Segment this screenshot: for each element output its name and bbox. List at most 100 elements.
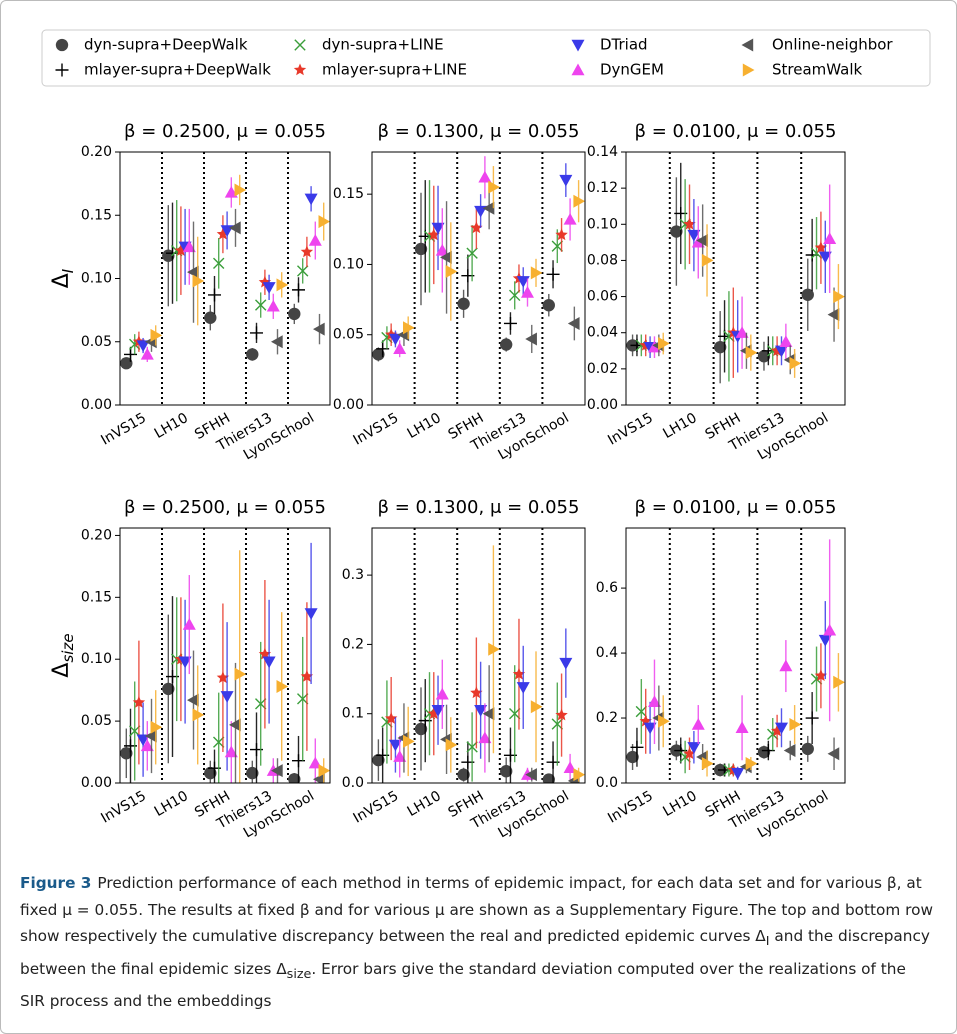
- y-tick-label: 0.00: [81, 775, 112, 791]
- marker: [551, 718, 564, 730]
- marker: [132, 696, 146, 708]
- y-tick-label: 0.05: [333, 327, 364, 343]
- axes-frame: [625, 151, 846, 406]
- marker: [555, 228, 568, 241]
- marker: [774, 722, 788, 735]
- marker: [801, 288, 814, 301]
- marker: [318, 764, 330, 778]
- marker: [478, 731, 492, 744]
- y-axis-label-main: Δ: [49, 663, 74, 678]
- plot-area: [120, 542, 330, 783]
- marker: [300, 670, 314, 682]
- plot-area: [372, 156, 585, 362]
- marker: [120, 357, 133, 370]
- y-axis-label: Δsize: [49, 633, 77, 677]
- panel-title: β = 0.2500, μ = 0.055: [124, 121, 326, 142]
- marker: [643, 722, 657, 735]
- legend-marker: [742, 63, 755, 77]
- axes-frame: [119, 151, 331, 406]
- marker: [466, 247, 478, 259]
- marker: [546, 267, 560, 281]
- marker: [246, 766, 259, 780]
- marker: [431, 222, 445, 235]
- marker: [573, 768, 585, 782]
- marker: [216, 671, 230, 684]
- marker: [478, 170, 492, 183]
- marker: [414, 242, 428, 256]
- panel-title: β = 0.1300, μ = 0.055: [378, 497, 580, 518]
- legend-marker: [571, 39, 585, 52]
- marker: [761, 744, 775, 758]
- y-tick-label: 0.10: [333, 256, 364, 272]
- marker: [783, 744, 796, 758]
- legend-label: StreamWalk: [772, 61, 863, 79]
- marker: [445, 264, 458, 278]
- marker: [174, 244, 188, 256]
- x-tick-label: LH10: [405, 788, 444, 820]
- marker: [525, 768, 537, 782]
- caption: Figure 3 Prediction performance of each m…: [20, 870, 935, 1015]
- marker: [262, 282, 276, 294]
- marker: [187, 265, 199, 279]
- marker: [814, 669, 828, 682]
- marker: [208, 288, 221, 302]
- marker: [192, 274, 205, 288]
- marker: [140, 347, 154, 360]
- marker: [213, 257, 225, 270]
- marker: [182, 618, 196, 630]
- marker: [313, 322, 325, 336]
- marker: [735, 326, 749, 338]
- marker: [823, 232, 837, 244]
- marker: [713, 340, 727, 354]
- marker: [388, 739, 402, 752]
- marker: [250, 326, 263, 340]
- marker: [457, 768, 470, 781]
- marker: [805, 711, 819, 725]
- marker: [220, 691, 234, 703]
- marker: [393, 750, 407, 762]
- marker: [687, 229, 701, 242]
- marker: [393, 342, 407, 354]
- marker: [647, 695, 661, 707]
- marker: [229, 221, 241, 235]
- marker: [770, 724, 784, 737]
- legend-box: [41, 29, 931, 87]
- x-tick-label: LH10: [405, 410, 444, 442]
- marker: [789, 718, 802, 732]
- marker: [403, 734, 415, 748]
- marker: [182, 240, 196, 253]
- figure: dyn-supra+DeepWalk mlayer-supra+DeepWalk d…: [41, 29, 931, 840]
- marker: [779, 659, 793, 672]
- marker: [318, 215, 330, 229]
- marker: [187, 693, 199, 707]
- x-tick-label: InVS15: [351, 788, 402, 826]
- marker: [559, 174, 573, 187]
- marker: [683, 217, 696, 230]
- marker: [573, 194, 585, 208]
- y-tick-label: 0.10: [81, 271, 112, 287]
- marker: [372, 348, 385, 361]
- marker: [246, 348, 259, 361]
- marker: [658, 337, 670, 351]
- y-tick-label: 0.15: [81, 207, 112, 223]
- panel-title: β = 0.2500, μ = 0.055: [124, 497, 326, 518]
- marker: [229, 718, 241, 732]
- marker: [818, 251, 832, 264]
- marker: [297, 693, 309, 705]
- plot-area: [372, 545, 585, 783]
- marker: [234, 667, 247, 681]
- panel-title: β = 0.0100, μ = 0.055: [635, 497, 837, 518]
- marker: [192, 708, 205, 722]
- marker: [658, 714, 670, 728]
- marker: [276, 278, 289, 292]
- y-tick-label: 0.1: [342, 706, 364, 722]
- marker: [509, 289, 521, 302]
- marker: [509, 708, 521, 720]
- marker: [814, 241, 828, 254]
- y-tick-label: 0.00: [587, 397, 618, 413]
- caption-subscript: I: [765, 934, 770, 950]
- marker: [308, 234, 322, 246]
- y-tick-label: 0.05: [81, 334, 112, 350]
- marker: [204, 311, 217, 324]
- plot-area: [120, 174, 330, 370]
